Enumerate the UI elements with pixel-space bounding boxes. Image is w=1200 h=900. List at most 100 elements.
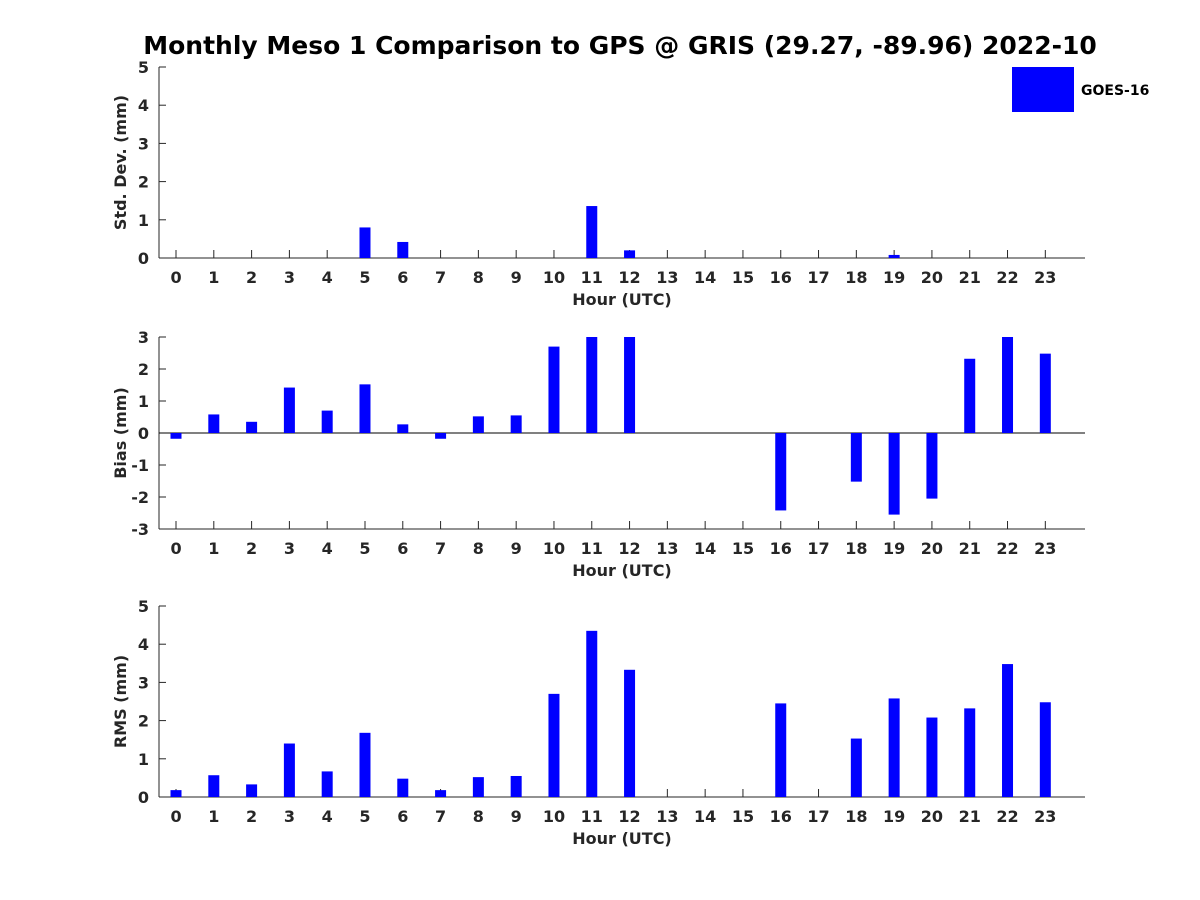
x-tick-label: 6: [397, 807, 408, 826]
x-tick-label: 9: [511, 807, 522, 826]
x-tick-label: 12: [618, 539, 640, 558]
bar-hour-4: [321, 410, 333, 433]
bar-hour-3: [283, 743, 295, 797]
x-tick-label: 3: [284, 539, 295, 558]
x-tick-label: 3: [284, 268, 295, 287]
x-tick-label: 23: [1034, 807, 1056, 826]
x-tick-label: 2: [246, 268, 257, 287]
x-tick-label: 10: [543, 807, 565, 826]
y-tick-label: 3: [138, 134, 149, 153]
x-tick-label: 14: [694, 268, 716, 287]
bar-hour-7: [435, 433, 447, 439]
bar-hour-5: [359, 732, 371, 797]
x-tick-label: 0: [170, 268, 181, 287]
y-tick-label: 5: [138, 58, 149, 77]
x-tick-label: 11: [581, 539, 603, 558]
bar-hour-19: [888, 698, 900, 797]
legend-label: GOES-16: [1081, 83, 1149, 99]
x-tick-label: 10: [543, 268, 565, 287]
x-tick-label: 1: [208, 268, 219, 287]
bar-hour-9: [510, 775, 522, 797]
x-tick-label: 19: [883, 539, 905, 558]
y-axis-label: RMS (mm): [111, 655, 130, 748]
x-tick-label: 5: [359, 539, 370, 558]
bar-hour-12: [624, 337, 636, 433]
x-tick-label: 15: [732, 268, 754, 287]
x-tick-label: 4: [322, 268, 333, 287]
bar-hour-6: [397, 778, 409, 797]
y-axis-label: Std. Dev. (mm): [111, 95, 130, 230]
x-tick-label: 21: [959, 268, 981, 287]
bar-hour-2: [246, 421, 258, 433]
x-axis-label: Hour (UTC): [572, 829, 672, 848]
bar-hour-1: [208, 775, 220, 797]
bar-hour-6: [397, 241, 409, 258]
x-tick-label: 23: [1034, 268, 1056, 287]
y-tick-label: 2: [138, 360, 149, 379]
x-tick-label: 7: [435, 807, 446, 826]
x-tick-label: 5: [359, 807, 370, 826]
y-tick-label: 2: [138, 173, 149, 192]
x-tick-label: 16: [770, 807, 792, 826]
x-tick-label: 8: [473, 539, 484, 558]
x-tick-label: 1: [208, 807, 219, 826]
bar-hour-12: [624, 669, 636, 797]
bar-hour-5: [359, 384, 371, 433]
x-tick-label: 17: [807, 539, 829, 558]
y-tick-label: 4: [138, 635, 149, 654]
x-tick-label: 18: [845, 268, 867, 287]
bar-hour-20: [926, 433, 938, 499]
y-tick-label: -1: [131, 456, 149, 475]
x-tick-label: 0: [170, 807, 181, 826]
y-tick-label: 1: [138, 211, 149, 230]
bar-hour-12: [624, 250, 636, 258]
x-tick-label: 11: [581, 807, 603, 826]
x-tick-label: 17: [807, 807, 829, 826]
x-axis-label: Hour (UTC): [572, 290, 672, 309]
x-tick-label: 9: [511, 539, 522, 558]
x-tick-label: 15: [732, 807, 754, 826]
x-tick-label: 19: [883, 268, 905, 287]
y-tick-label: 0: [138, 788, 149, 807]
y-tick-label: 3: [138, 328, 149, 347]
bar-hour-8: [472, 777, 484, 797]
x-tick-label: 20: [921, 807, 943, 826]
bar-hour-18: [850, 738, 862, 797]
x-tick-label: 21: [959, 807, 981, 826]
x-tick-label: 4: [322, 807, 333, 826]
y-tick-label: 0: [138, 424, 149, 443]
bar-hour-22: [1002, 664, 1014, 797]
x-tick-label: 9: [511, 268, 522, 287]
bar-hour-6: [397, 424, 409, 433]
x-tick-label: 11: [581, 268, 603, 287]
bar-hour-5: [359, 227, 371, 258]
legend: GOES-16: [1012, 67, 1149, 112]
bar-hour-10: [548, 693, 560, 797]
x-tick-label: 12: [618, 807, 640, 826]
x-tick-label: 8: [473, 807, 484, 826]
bar-hour-7: [435, 790, 447, 797]
chart-title: Monthly Meso 1 Comparison to GPS @ GRIS …: [143, 31, 1097, 60]
x-tick-label: 18: [845, 539, 867, 558]
y-tick-label: 3: [138, 673, 149, 692]
bar-hour-18: [850, 433, 862, 482]
bar-hour-21: [964, 708, 976, 797]
x-tick-label: 19: [883, 807, 905, 826]
x-tick-label: 22: [996, 807, 1018, 826]
bar-hour-21: [964, 358, 976, 433]
bar-hour-9: [510, 415, 522, 433]
bar-hour-16: [775, 703, 787, 797]
bar-hour-23: [1039, 702, 1051, 797]
x-tick-label: 13: [656, 539, 678, 558]
x-tick-label: 16: [770, 539, 792, 558]
y-tick-label: 5: [138, 597, 149, 616]
x-tick-label: 7: [435, 268, 446, 287]
x-tick-label: 23: [1034, 539, 1056, 558]
bar-hour-11: [586, 630, 598, 797]
x-tick-label: 14: [694, 539, 716, 558]
x-tick-label: 5: [359, 268, 370, 287]
